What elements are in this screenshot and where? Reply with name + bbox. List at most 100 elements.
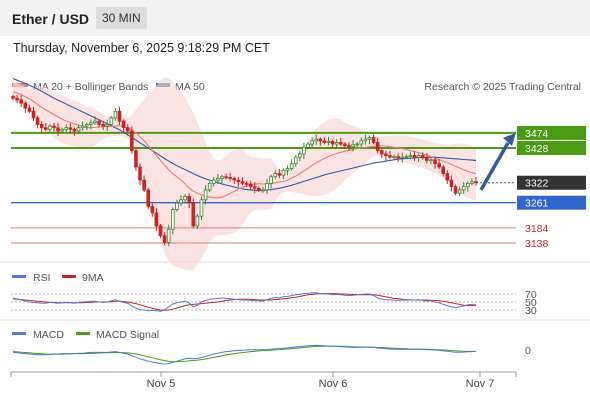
- candle-body: [187, 196, 191, 204]
- ma20-legend-label: MA 20 + Bollinger Bands: [33, 81, 148, 93]
- candle-body: [298, 153, 302, 158]
- candle-body: [232, 178, 237, 181]
- candle-body: [203, 189, 208, 201]
- candle-body: [236, 179, 241, 183]
- candle-body: [265, 182, 269, 191]
- candle-body: [408, 155, 413, 157]
- x-tick-label: Nov 6: [319, 378, 348, 390]
- candle-body: [68, 127, 73, 130]
- candle-body: [252, 186, 257, 189]
- candle-body: [379, 150, 384, 155]
- ma20-line: [12, 91, 477, 199]
- candle-body: [449, 179, 454, 188]
- candle-body: [142, 179, 146, 191]
- candle-body: [199, 199, 204, 217]
- candle-body: [396, 156, 400, 159]
- candle-body: [117, 110, 122, 122]
- macd-signal-legend-label: MACD Signal: [96, 329, 159, 341]
- rsi-tick-30: 30: [525, 305, 537, 317]
- candle-body: [314, 138, 319, 142]
- candle-body: [60, 128, 64, 132]
- candle-body: [306, 143, 310, 148]
- candle-body: [154, 212, 159, 227]
- interval-selector[interactable]: 30 MIN: [96, 7, 147, 29]
- candle-body: [64, 127, 69, 130]
- candle-body: [453, 186, 458, 194]
- candle-body: [310, 140, 314, 145]
- current-price-label: 3322: [525, 178, 549, 190]
- candle-body: [318, 138, 323, 142]
- rsi-tick-50: 50: [525, 297, 537, 309]
- candle-body: [244, 182, 249, 185]
- candle-body: [281, 169, 286, 176]
- candle-body: [461, 186, 466, 191]
- candle-body: [138, 166, 142, 181]
- ma50-legend-label: MA 50: [175, 81, 205, 93]
- macd-line: [12, 344, 477, 365]
- candle-body: [302, 146, 306, 155]
- macd-tick-0: 0: [525, 345, 531, 357]
- candle-body: [326, 141, 331, 143]
- candle-body: [158, 225, 163, 237]
- forecast-arrow-head: [503, 132, 516, 146]
- candle-body: [355, 143, 359, 146]
- rsi-tick-70: 70: [525, 289, 537, 301]
- candle-body: [101, 124, 105, 127]
- candle-body: [31, 110, 36, 119]
- candle-body: [48, 125, 52, 130]
- candle-body: [35, 117, 40, 125]
- rsi-legend-label: RSI: [33, 272, 51, 284]
- candle-body: [388, 155, 392, 158]
- candle-body: [134, 150, 138, 168]
- candle-body: [175, 202, 179, 210]
- candle-body: [80, 125, 85, 129]
- candle-body: [162, 235, 167, 243]
- candle-body: [470, 181, 474, 184]
- candle-body: [375, 142, 380, 152]
- macd-signal-line: [12, 345, 476, 363]
- candle-body: [72, 128, 77, 132]
- candle-body: [125, 127, 130, 132]
- chart-datetime: Thursday, November 6, 2025 9:18:29 PM CE…: [13, 41, 270, 55]
- candle-body: [89, 122, 93, 125]
- rsi-ma-legend-swatch: [62, 275, 76, 278]
- candle-body: [248, 183, 253, 188]
- candle-body: [43, 127, 48, 130]
- chart-header: Ether / USD 30 MIN: [0, 0, 590, 36]
- candle-body: [404, 156, 409, 158]
- candle-body: [39, 124, 44, 129]
- candle-body: [441, 166, 446, 174]
- candle-body: [322, 140, 327, 143]
- level-3261-tag: [517, 195, 586, 210]
- candle-body: [293, 156, 298, 165]
- candle-body: [211, 179, 216, 184]
- candle-body: [76, 127, 81, 132]
- candle-body: [207, 182, 212, 191]
- candle-body: [257, 187, 261, 191]
- rsi-ma-legend-label: 9MA: [82, 272, 104, 284]
- candle-body: [359, 140, 364, 145]
- candle-body: [351, 144, 355, 148]
- research-credit: Research © 2025 Trading Central: [424, 81, 581, 93]
- candle-body: [420, 155, 425, 159]
- macd-panel: 0: [12, 344, 531, 365]
- candle-body: [113, 110, 118, 119]
- macd-legend-label: MACD: [33, 329, 64, 341]
- candle-body: [240, 181, 245, 184]
- level-3138-label: 3138: [525, 238, 549, 250]
- level-3474-label: 3474: [525, 128, 549, 140]
- candle-body: [150, 205, 155, 214]
- candle-body: [56, 127, 60, 132]
- candle-body: [334, 142, 339, 145]
- candle-body: [166, 228, 171, 243]
- candle-body: [412, 155, 417, 158]
- candle-body: [52, 125, 56, 129]
- forecast-arrow: [479, 141, 510, 191]
- price-panel: 3474 3428 3261 3184 3138 3322: [11, 77, 586, 271]
- level-3428-label: 3428: [525, 143, 549, 155]
- candle-body: [179, 199, 183, 204]
- candle-body: [105, 124, 110, 127]
- candle-body: [457, 189, 462, 194]
- candle-body: [23, 102, 28, 109]
